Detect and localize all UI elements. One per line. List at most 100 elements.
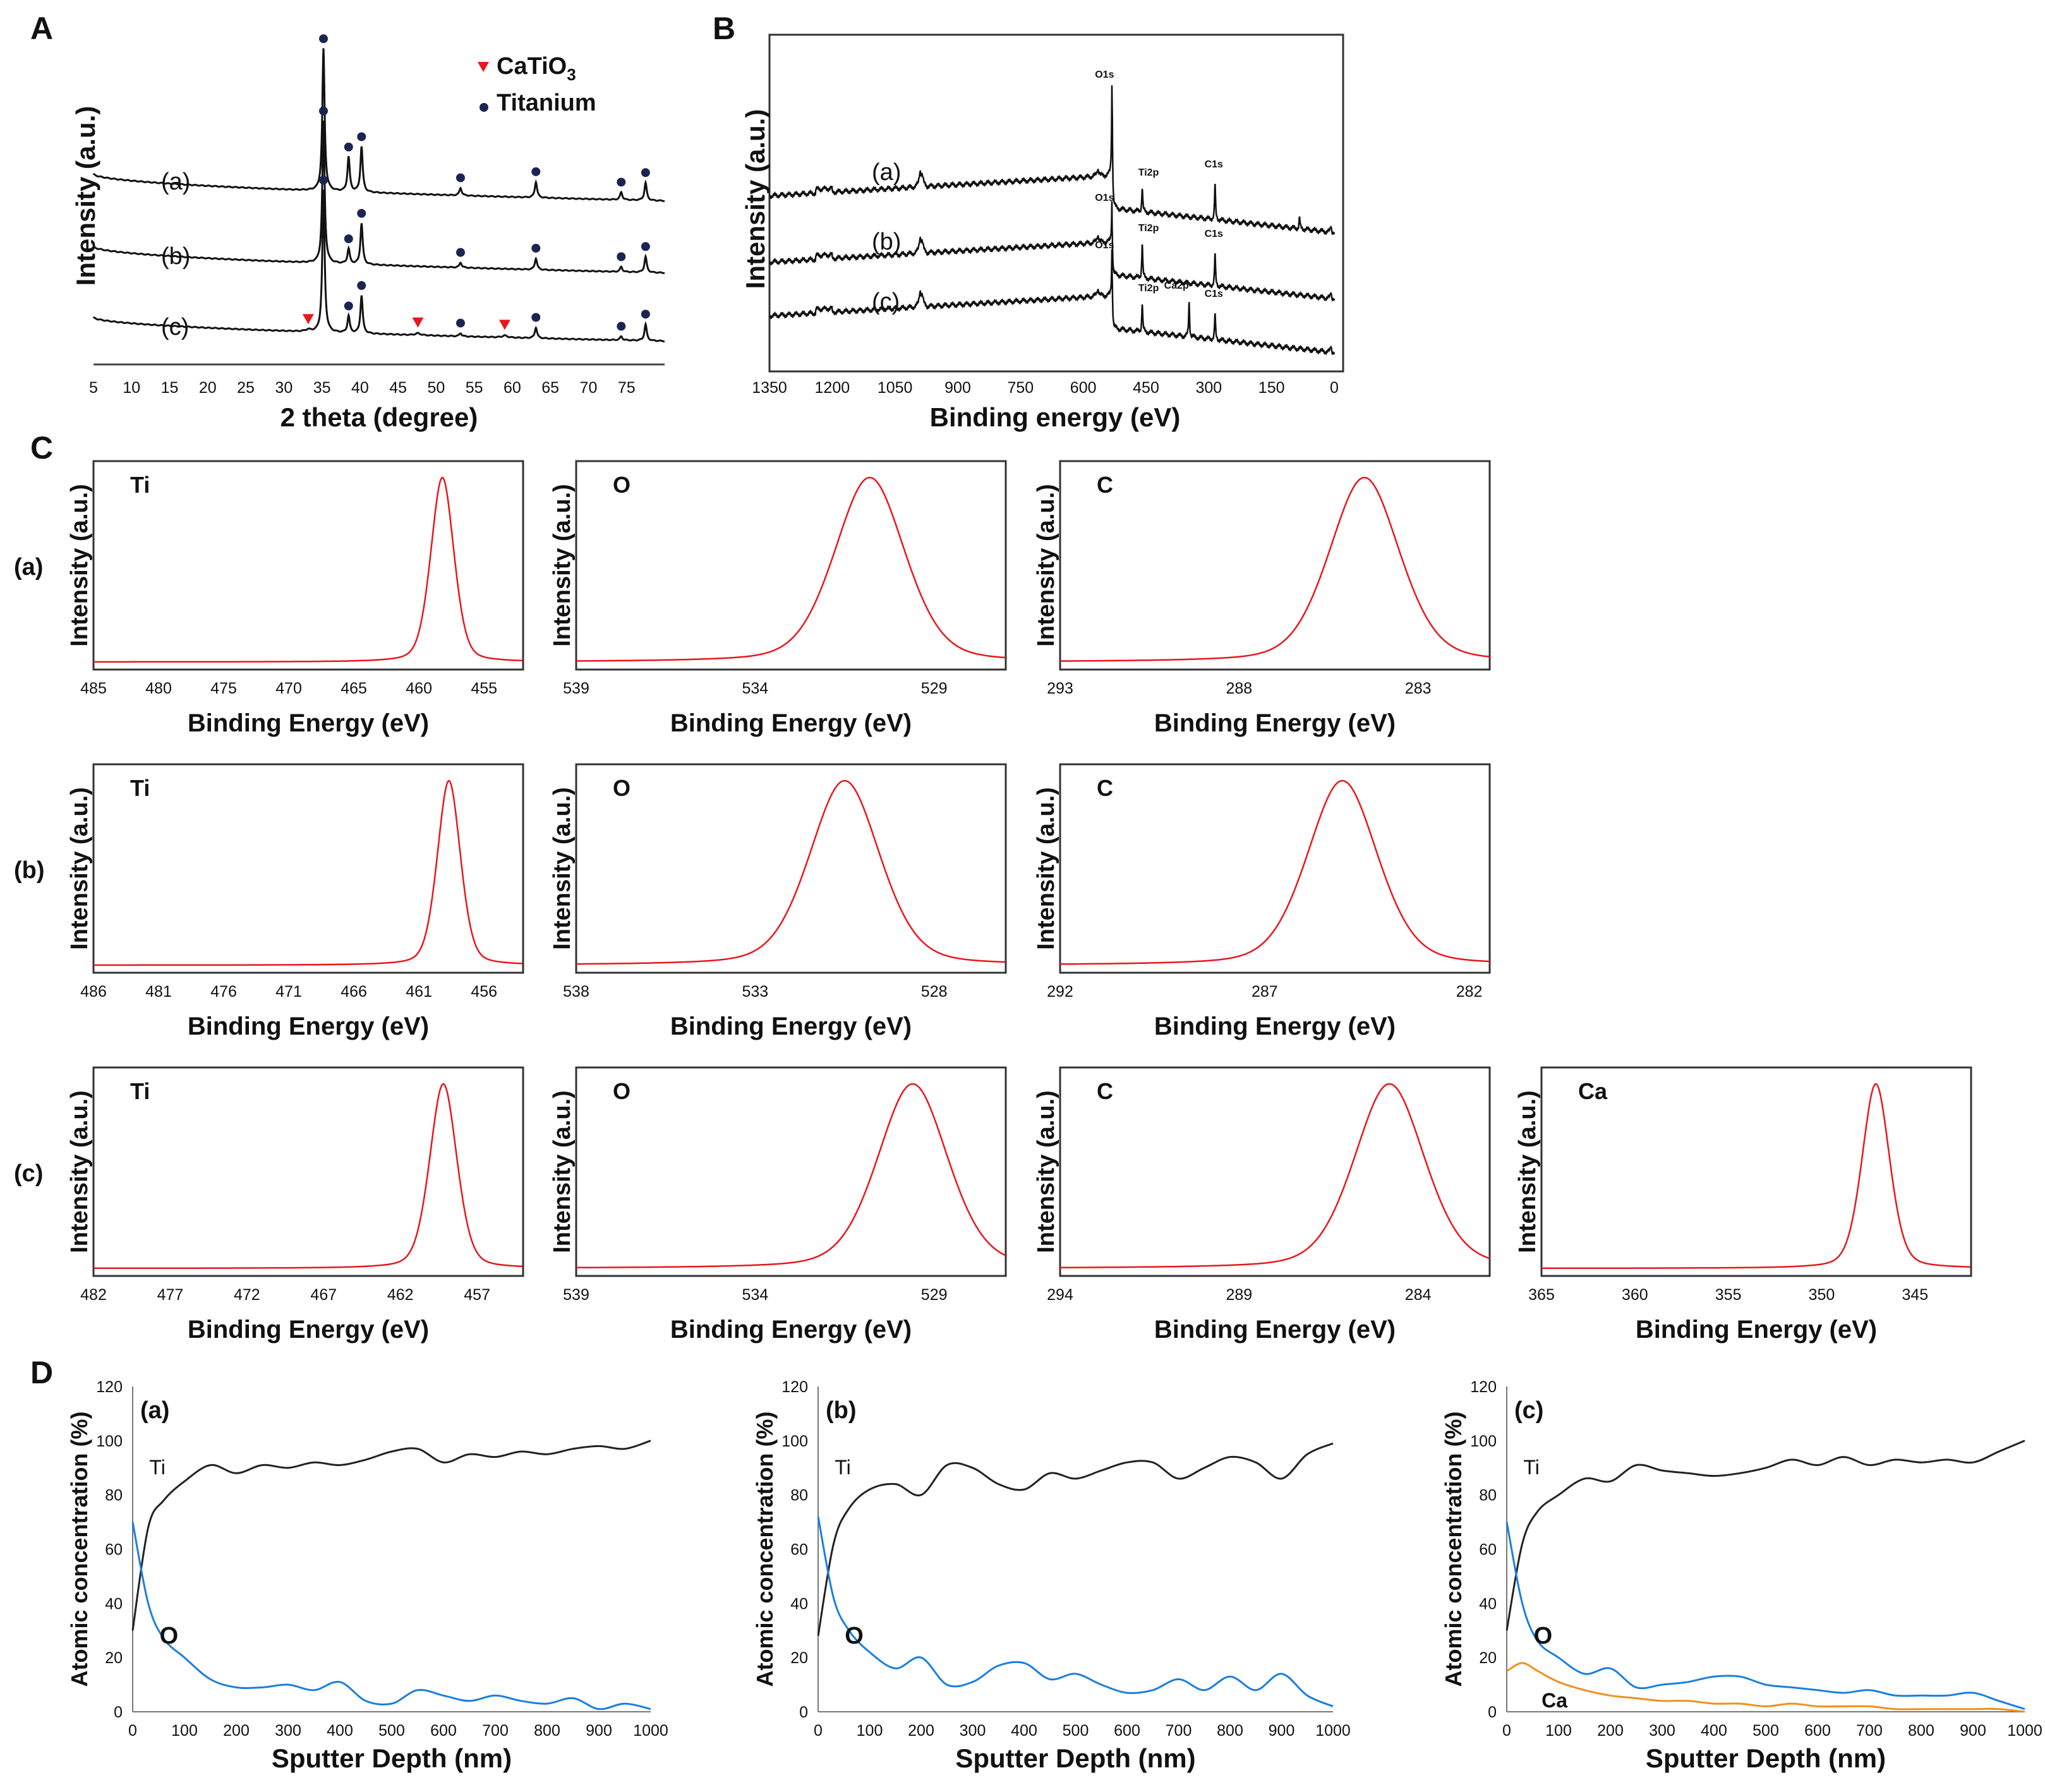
d-xtick: 0 (128, 1722, 137, 1740)
subplot-xtick: 465 (341, 680, 367, 697)
panel-a-xtick: 60 (504, 379, 521, 397)
titanium-peak-marker (617, 177, 626, 187)
d-ytick: 60 (105, 1541, 123, 1559)
subplot-xtick: 534 (742, 680, 768, 697)
subplot-element-label: C (1097, 775, 1113, 801)
panel-a-trace-label: (b) (161, 243, 190, 270)
subplot-element-label: O (613, 472, 630, 498)
d-ytick: 80 (1479, 1487, 1497, 1505)
d-xtick: 900 (586, 1722, 612, 1740)
subplot-xtick: 287 (1252, 983, 1278, 1001)
legend-catio3-label: CaTiO3 (497, 53, 576, 84)
subplot-xtick: 456 (471, 983, 497, 1001)
d-xtick: 0 (1502, 1722, 1511, 1740)
panel-c-subplot-o: O Intensity (a.u.) Binding Energy (eV) 538 5… (549, 763, 1007, 1040)
d-xtick: 900 (1269, 1722, 1295, 1740)
panel-b-trace-label: (a) (872, 159, 901, 186)
panel-a-trace-label: (a) (161, 169, 190, 195)
panel-b-xtick: 1350 (752, 379, 787, 397)
catio3-peak-marker (498, 320, 510, 330)
d-ytick: 20 (105, 1649, 123, 1667)
titanium-peak-marker (319, 34, 329, 44)
panel-d-subplot-2: 0 100 200 300 400 500 600 700 800 900 1000 0 20 40 60 8… (752, 1378, 1351, 1773)
d-xtick: 600 (1804, 1722, 1831, 1740)
subplot-xlabel: Binding Energy (eV) (188, 1316, 429, 1344)
panel-b-peak-label: Ca2p (1164, 280, 1189, 291)
subplot-xtick: 485 (80, 680, 107, 697)
subplot-xtick: 355 (1715, 1286, 1742, 1304)
panel-a-xtick: 70 (580, 379, 598, 397)
panel-b-xps-survey: Binding energy (eV) Intensity (a.u.) 135… (740, 33, 1344, 432)
panel-b-traces (769, 85, 1336, 356)
d-panel-label: (a) (140, 1397, 169, 1424)
panel-a-xtick: 25 (237, 379, 255, 397)
d-ytick: 120 (96, 1378, 123, 1396)
panel-a-trace-label: (c) (161, 314, 189, 340)
panel-a-trace-2 (92, 120, 665, 274)
panel-b-peak-label: C1s (1205, 289, 1223, 299)
series-line-ti (131, 1440, 651, 1631)
panel-a-trace-labels: (a) (b) (c) (161, 169, 190, 340)
d-xtick: 1000 (2007, 1722, 2042, 1740)
d-ytick: 80 (790, 1487, 808, 1505)
panel-a-xtick: 55 (466, 379, 483, 397)
subplot-xlabel: Binding Energy (eV) (1154, 1013, 1396, 1040)
subplot-xlabel: Binding Energy (eV) (1636, 1316, 1877, 1344)
panel-a-xtick: 75 (618, 379, 636, 397)
panel-b-trace-label: (c) (872, 289, 900, 315)
series-label-ti: Ti (835, 1456, 850, 1479)
panel-a-xrd: 2 theta (degree) Intensity (a.u.) 5 10 15 2… (71, 34, 665, 432)
titanium-peak-marker (641, 310, 650, 319)
panel-c-subplot-c: C Intensity (a.u.) Binding Energy (eV) 293 2… (1033, 460, 1491, 737)
panel-a-xtick: 10 (123, 379, 140, 397)
titanium-peak-marker (344, 301, 353, 311)
titanium-peak-marker (319, 176, 329, 185)
subplot-xtick: 467 (310, 1286, 337, 1304)
titanium-peak-marker (531, 313, 541, 322)
series-line-o (131, 1522, 651, 1711)
subplot-xtick: 470 (275, 680, 302, 697)
subplot-xtick: 539 (563, 1286, 589, 1304)
d-xlabel: Sputter Depth (nm) (955, 1743, 1195, 1773)
d-ytick: 60 (1479, 1541, 1497, 1559)
panel-c-subplot-ti: Ti Intensity (a.u.) Binding Energy (eV) 482… (66, 1066, 524, 1344)
panel-a-trace-3 (92, 189, 665, 342)
d-ytick: 100 (96, 1433, 123, 1450)
subplot-xtick: 482 (80, 1286, 107, 1304)
subplot-xlabel: Binding Energy (eV) (188, 1013, 429, 1040)
panel-a-ylabel: Intensity (a.u.) (71, 106, 100, 286)
subplot-element-label: Ti (130, 1078, 150, 1104)
panel-a-xtick: 5 (89, 379, 98, 397)
panel-a-legend: CaTiO3 Titanium (478, 53, 596, 116)
spectrum-line-o (576, 476, 1006, 662)
subplot-ylabel: Intensity (a.u.) (1033, 1090, 1059, 1253)
panel-letter-b: B (713, 11, 735, 46)
subplot-xtick: 288 (1226, 680, 1252, 697)
d-xtick: 200 (1597, 1722, 1624, 1740)
subplot-xlabel: Binding Energy (eV) (670, 1013, 912, 1040)
subplot-xtick: 486 (80, 983, 107, 1001)
d-ytick: 80 (105, 1487, 123, 1505)
panel-b-xtick: 450 (1133, 379, 1159, 397)
subplot-xtick: 345 (1902, 1286, 1928, 1304)
panel-a-xtick: 15 (161, 379, 179, 397)
d-xtick: 800 (1217, 1722, 1243, 1740)
d-xtick: 500 (1063, 1722, 1089, 1740)
panel-b-trace-2 (769, 201, 1336, 302)
subplot-ylabel: Intensity (a.u.) (66, 1090, 93, 1253)
d-xtick: 900 (1960, 1722, 1986, 1740)
subplot-xtick: 457 (464, 1286, 490, 1304)
series-line-o (817, 1516, 1334, 1707)
d-ytick: 60 (790, 1541, 808, 1559)
panel-b-peak-label: O1s (1095, 193, 1114, 203)
panel-a-xtick: 35 (313, 379, 331, 397)
d-xlabel: Sputter Depth (nm) (1646, 1743, 1886, 1773)
d-ytick: 100 (1470, 1433, 1497, 1450)
panel-a-xtick: 30 (275, 379, 293, 397)
titanium-peak-marker (319, 106, 329, 116)
titanium-peak-marker (357, 132, 366, 141)
subplot-element-label: C (1097, 472, 1113, 498)
subplot-xtick: 476 (210, 983, 237, 1001)
panel-c-subplot-ti: Ti Intensity (a.u.) Binding Energy (eV) 486… (66, 763, 524, 1040)
